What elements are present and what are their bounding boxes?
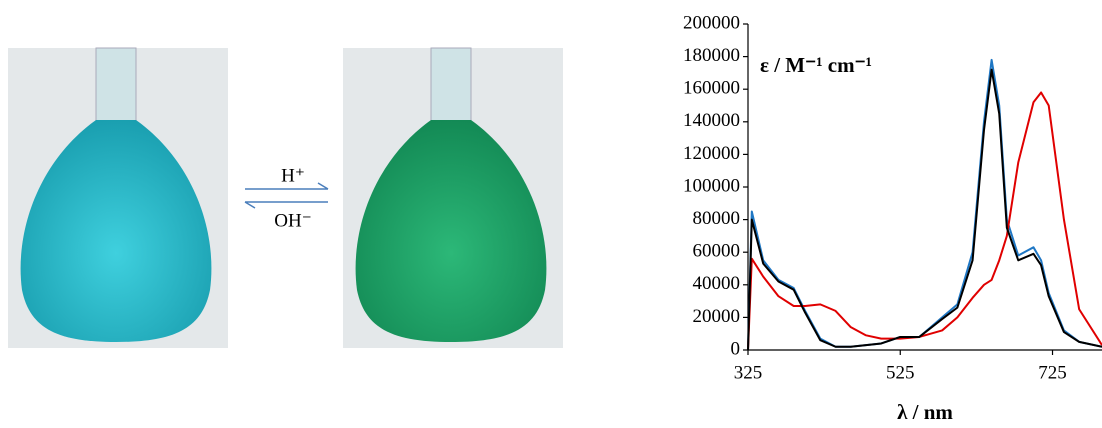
data-line	[747, 91, 1102, 351]
photo-green	[343, 47, 563, 348]
y-tick-label: 200000	[683, 12, 740, 33]
x-tick-label: 325	[734, 362, 763, 383]
y-tick-label: 40000	[693, 273, 741, 294]
forward-label: H⁺	[281, 165, 305, 186]
equilibrium-arrows	[244, 182, 329, 209]
y-axis-title: ε / M⁻¹ cm⁻¹	[760, 53, 872, 77]
y-tick-label: 80000	[693, 208, 741, 229]
y-tick-label: 120000	[683, 143, 740, 164]
y-tick-label: 180000	[683, 45, 740, 66]
y-tick-label: 100000	[683, 175, 740, 196]
y-tick-label: 160000	[683, 78, 740, 99]
data-line	[747, 68, 1102, 351]
y-tick-label: 20000	[693, 306, 741, 327]
y-tick-label: 140000	[683, 110, 740, 131]
photo-blue	[8, 47, 228, 348]
x-tick-label: 725	[1038, 362, 1067, 383]
y-tick-label: 60000	[693, 241, 741, 262]
y-tick-label: 0	[731, 338, 741, 359]
reverse-label: OH⁻	[274, 210, 311, 231]
x-tick-label: 525	[886, 362, 915, 383]
x-axis-title: λ / nm	[897, 400, 953, 424]
